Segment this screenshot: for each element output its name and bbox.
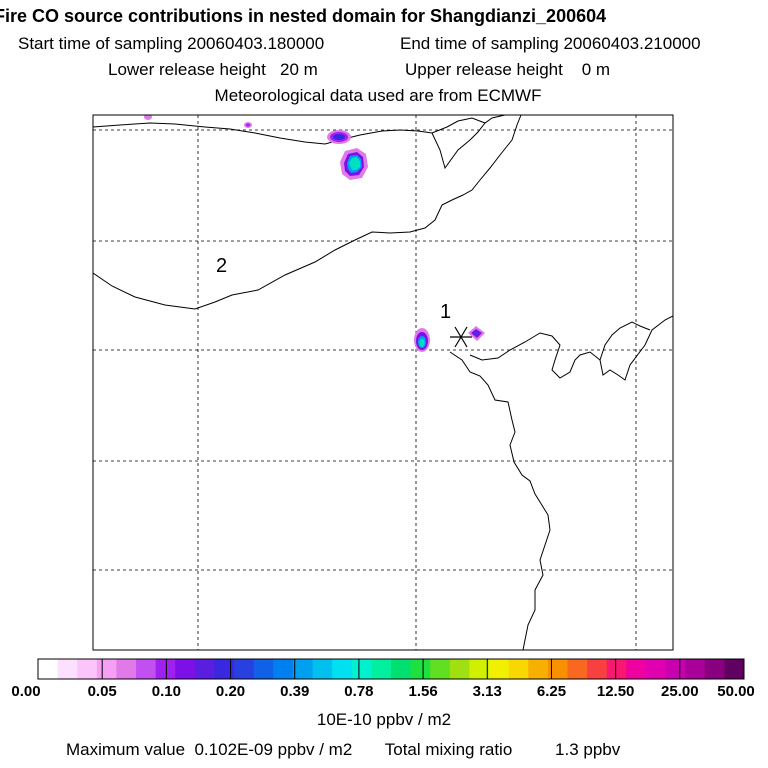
upper-release-label: Upper release height 0 m xyxy=(405,60,611,79)
colorbar-swatch xyxy=(724,659,745,679)
colorbar-tick-label: 0.00 xyxy=(11,683,41,700)
asterisk-icon xyxy=(450,326,472,348)
lower-release-label: Lower release height 20 m xyxy=(108,60,318,79)
site-label-2: 2 xyxy=(216,255,227,277)
colorbar-swatch xyxy=(312,659,333,679)
colorbar-tick-label: 12.50 xyxy=(596,683,635,700)
colorbar-swatch xyxy=(547,659,568,679)
colorbar-tick-label: 0.05 xyxy=(87,683,117,700)
map-frame xyxy=(92,114,674,651)
colorbar-tick-label: 3.13 xyxy=(472,683,502,700)
colorbar-swatch xyxy=(528,659,549,679)
total-mixing-value: 1.3 ppbv xyxy=(555,740,621,759)
site-label-1: 1 xyxy=(440,301,451,323)
site-markers: 1 2 xyxy=(216,255,472,348)
boundary-middle xyxy=(93,115,522,310)
colorbar-tick-label: 0.10 xyxy=(151,683,181,700)
colorbar-tick-label: 6.25 xyxy=(536,683,567,700)
colorbar-tick-label: 0.78 xyxy=(344,683,374,700)
boundary-north xyxy=(93,115,506,145)
coastline-branch xyxy=(469,315,673,381)
colorbar-tick-label: 0.20 xyxy=(215,683,246,700)
colorbar-border xyxy=(37,658,745,680)
start-time-label: Start time of sampling 20060403.180000 xyxy=(18,34,325,53)
colorbar-swatch xyxy=(292,659,314,679)
colorbar-swatch xyxy=(57,659,78,679)
map-plot-area: 1 2 xyxy=(93,115,673,650)
colorbar-swatch xyxy=(626,659,647,679)
blob-top-left xyxy=(144,115,152,120)
colorbar-swatch xyxy=(371,659,392,679)
colorbar-swatch xyxy=(665,659,686,679)
boundary-branch xyxy=(431,122,486,170)
colorbar-swatch xyxy=(449,659,470,679)
colorbar-swatch xyxy=(704,659,725,679)
colorbar-swatch xyxy=(645,659,667,679)
colorbar-swatch xyxy=(567,659,588,679)
colorbar-tick-label: 25.00 xyxy=(661,683,699,700)
footer-stats: Maximum value 0.102E-09 ppbv / m2 Total … xyxy=(66,740,648,760)
coastline-inlet xyxy=(599,321,651,361)
colorbar-swatch xyxy=(38,659,59,679)
colorbar xyxy=(37,658,745,680)
colorbar-swatch xyxy=(508,659,529,679)
colorbar-swatch xyxy=(253,659,274,679)
coastline-east xyxy=(449,351,551,650)
colorbar-tick-label: 50.00 xyxy=(717,683,755,700)
colorbar-swatch xyxy=(685,659,706,679)
map-title: Fire CO source contributions in nested d… xyxy=(0,6,607,26)
colorbar-swatch xyxy=(587,659,608,679)
colorbar-swatch xyxy=(155,659,176,679)
colorbar-swatch xyxy=(351,659,372,679)
colorbar-swatch xyxy=(332,659,353,679)
colorbar-swatch xyxy=(116,659,137,679)
colorbar-swatch xyxy=(234,659,255,679)
colorbar-unit: 10E-10 ppbv / m2 xyxy=(316,710,452,729)
colorbar-swatch xyxy=(194,659,215,679)
colorbar-swatch xyxy=(469,659,490,679)
colorbar-swatch xyxy=(391,659,412,679)
colorbar-swatch xyxy=(410,659,431,679)
colorbar-swatch xyxy=(136,659,157,679)
concentration-blobs xyxy=(144,115,485,352)
end-time-label: End time of sampling 20060403.210000 xyxy=(400,34,701,53)
colorbar-swatch xyxy=(430,659,451,679)
colorbar-tick-label: 1.56 xyxy=(408,683,438,700)
colorbar-swatch xyxy=(77,659,98,679)
graticule xyxy=(93,115,673,650)
met-data-label: Meteorological data used are from ECMWF xyxy=(214,86,542,105)
colorbar-swatch xyxy=(96,659,117,679)
colorbar-swatch xyxy=(273,659,294,679)
colorbar-swatch xyxy=(214,659,235,679)
total-mixing-label: Total mixing ratio xyxy=(384,740,513,759)
colorbar-tick-label: 0.39 xyxy=(280,683,310,700)
maximum-value-label: Maximum value 0.102E-09 ppbv / m2 xyxy=(66,740,353,759)
colorbar-swatch xyxy=(606,659,627,679)
colorbar-swatch xyxy=(489,659,510,679)
colorbar-swatch xyxy=(175,659,196,679)
